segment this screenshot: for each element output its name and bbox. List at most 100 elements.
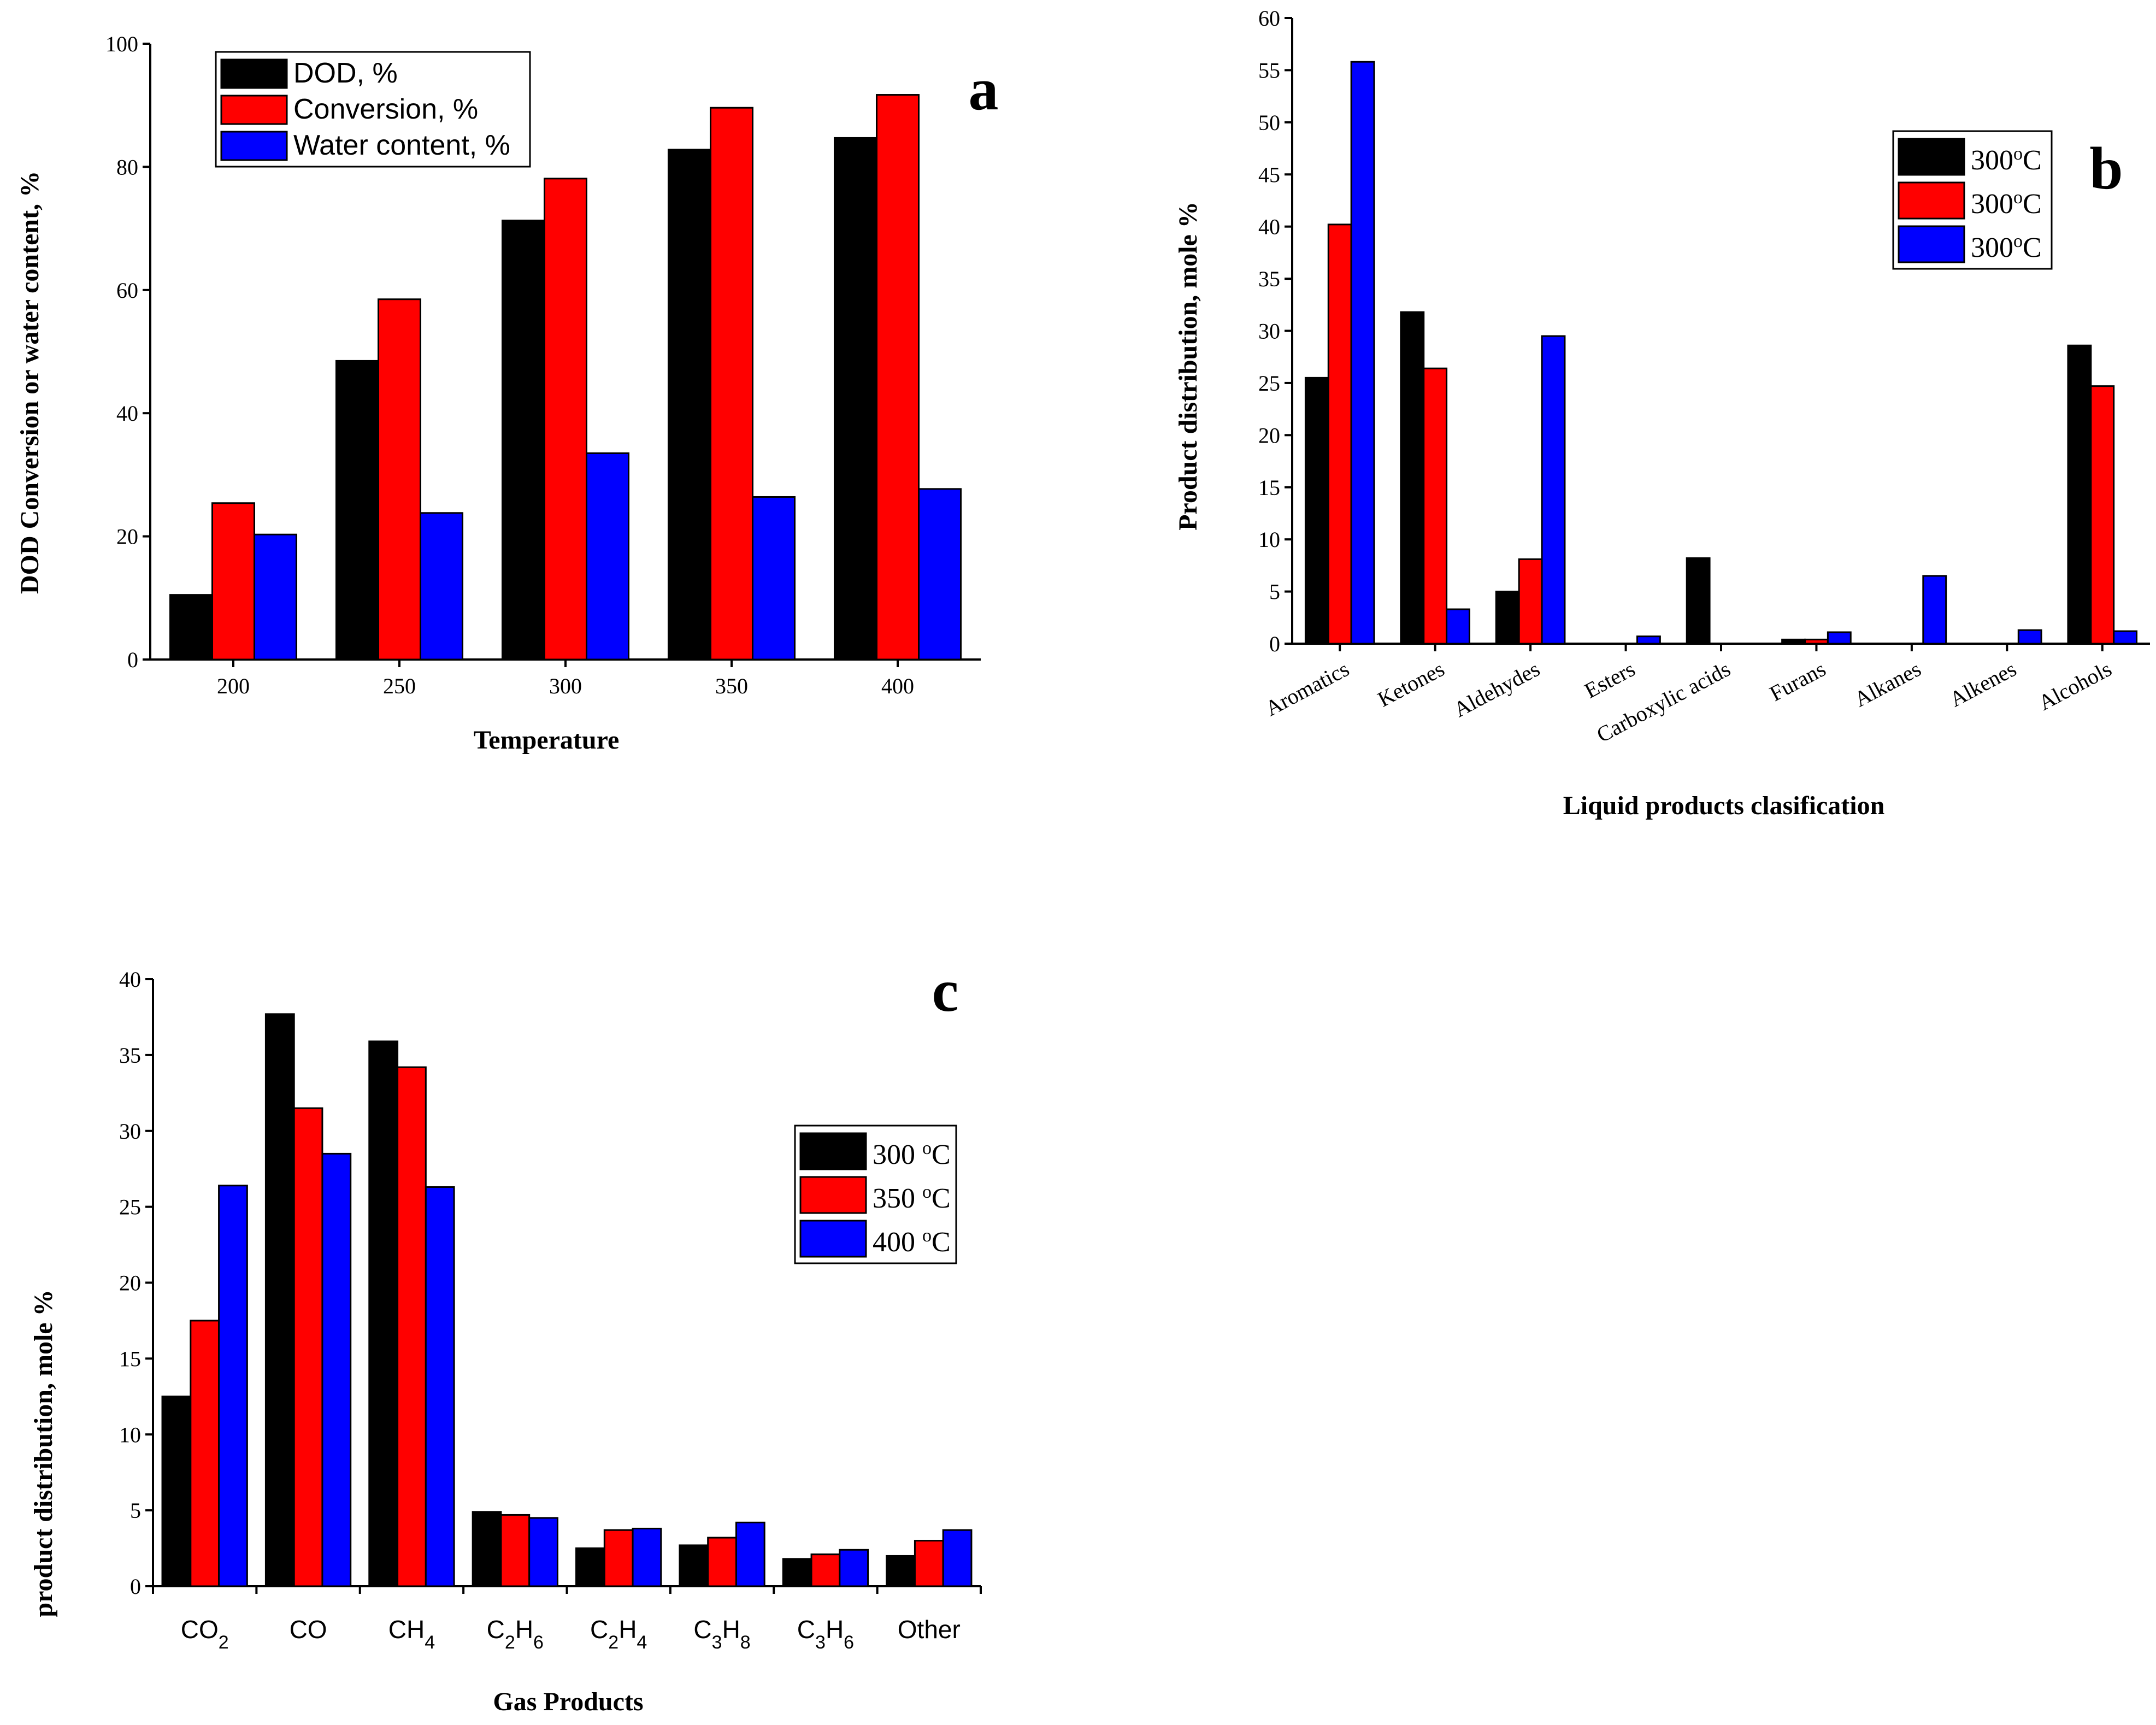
bar-ketones-1 xyxy=(1400,311,1425,645)
bar-ketones-3 xyxy=(1446,608,1470,645)
bar-400-3 xyxy=(918,488,962,661)
y-tick-label: 25 xyxy=(119,1195,141,1220)
chart-panel-a: a Temperature DOD Conversion or water co… xyxy=(0,0,1038,776)
bar-co2-3 xyxy=(218,1185,248,1587)
bar-300-3 xyxy=(586,452,630,661)
bar-350-2 xyxy=(709,107,754,661)
bar-aldehydes-1 xyxy=(1495,591,1520,645)
y-tick-label: 0 xyxy=(1269,632,1280,656)
bar-aromatics-2 xyxy=(1327,223,1352,645)
bar-furans-2 xyxy=(1804,638,1829,645)
x-axis-title-b: Liquid products clasification xyxy=(1563,791,1885,820)
chart-panel-c: c Gas Products product distribution, mol… xyxy=(0,929,1038,1725)
bar-c3h8-2 xyxy=(707,1536,737,1587)
chart-c-svg: c Gas Products product distribution, mol… xyxy=(29,957,982,1716)
bar-ch4-1 xyxy=(368,1040,399,1587)
x-tick-label-400: 400 xyxy=(881,674,914,698)
bar-alcohols-1 xyxy=(2067,344,2092,645)
y-tick-label: 60 xyxy=(116,278,138,303)
bar-c2h4-1 xyxy=(575,1547,605,1587)
bar-furans-1 xyxy=(1781,638,1806,645)
legend-label-3: 400 oC xyxy=(873,1226,951,1258)
panel-letter-a: a xyxy=(969,56,999,122)
y-tick-label: 15 xyxy=(1258,475,1280,500)
x-tick-label-350: 350 xyxy=(715,674,748,698)
y-axis-title-c: product distribution, mole % xyxy=(29,1290,58,1617)
bar-co-2 xyxy=(293,1107,323,1587)
bar-aldehydes-2 xyxy=(1518,558,1543,645)
y-tick-label: 20 xyxy=(116,525,138,549)
x-axis-title-a: Temperature xyxy=(474,726,620,755)
bar-c3h6-2 xyxy=(810,1553,841,1587)
bar-alkanes-3 xyxy=(1922,575,1947,645)
bar-350-3 xyxy=(752,496,796,661)
bar-co2-1 xyxy=(161,1396,192,1587)
bar-c3h8-1 xyxy=(679,1544,709,1587)
x-tick-label-ketones: Ketones xyxy=(1374,656,1448,711)
chart-b-svg: b Liquid products clasification Product … xyxy=(1174,6,2150,820)
y-tick-label: 55 xyxy=(1258,58,1280,83)
chart-a-svg: a Temperature DOD Conversion or water co… xyxy=(15,32,999,755)
bar-other-1 xyxy=(886,1555,916,1587)
x-tick-label-esters: Esters xyxy=(1580,656,1639,703)
bar-c2h6-3 xyxy=(528,1517,558,1587)
x-tick-label-aldehydes: Aldehydes xyxy=(1450,656,1544,722)
y-tick-label: 100 xyxy=(105,32,138,56)
bar-aldehydes-3 xyxy=(1541,335,1566,645)
x-tick-label-co2: CO2 xyxy=(181,1615,229,1653)
y-tick-label: 5 xyxy=(130,1498,141,1523)
legend-label-1: DOD, % xyxy=(293,57,398,89)
x-tick-label-co: CO xyxy=(290,1615,327,1644)
legend-swatch-1 xyxy=(220,58,288,89)
legend-swatch-2 xyxy=(1898,181,1965,220)
legend-label-1: 300 oC xyxy=(873,1138,951,1171)
bar-carboxylic-acids-1 xyxy=(1686,557,1711,645)
bar-c2h6-1 xyxy=(472,1511,502,1587)
y-tick-label: 50 xyxy=(1258,110,1280,135)
legend-label-3: 300oC xyxy=(1971,231,2042,264)
x-tick-label-c3h8: C3H8 xyxy=(693,1615,750,1653)
y-tick-label: 15 xyxy=(119,1346,141,1371)
legend-label-1: 300oC xyxy=(1971,144,2042,176)
legend-swatch-1 xyxy=(1898,138,1965,176)
bar-300-2 xyxy=(543,178,588,661)
bar-c2h4-2 xyxy=(603,1529,634,1587)
bar-esters-3 xyxy=(1636,635,1661,645)
y-tick-label: 40 xyxy=(1258,215,1280,239)
bar-200-3 xyxy=(254,533,298,661)
x-tick-label-300: 300 xyxy=(549,674,582,698)
y-tick-label: 20 xyxy=(1258,423,1280,448)
bar-200-2 xyxy=(211,502,256,661)
y-tick-label: 10 xyxy=(1258,527,1280,552)
y-tick-label: 45 xyxy=(1258,162,1280,187)
y-tick-label: 0 xyxy=(130,1574,141,1599)
x-tick-label-ch4: CH4 xyxy=(388,1615,435,1653)
y-tick-label: 30 xyxy=(119,1119,141,1144)
bar-alcohols-2 xyxy=(2090,385,2115,645)
legend-label-2: 300oC xyxy=(1971,187,2042,220)
bar-ch4-2 xyxy=(397,1066,427,1587)
y-axis-title-a: DOD Conversion or water content, % xyxy=(15,171,44,594)
y-tick-label: 0 xyxy=(127,647,138,672)
bar-c3h8-3 xyxy=(735,1521,765,1587)
bar-400-1 xyxy=(833,137,877,661)
bar-co-3 xyxy=(321,1152,352,1587)
x-tick-label-alcohols: Alcohols xyxy=(2034,656,2116,715)
legend-swatch-3 xyxy=(220,131,288,161)
x-tick-label-aromatics: Aromatics xyxy=(1261,656,1353,721)
legend-swatch-3 xyxy=(1898,225,1965,263)
y-axis-title-b: Product distribution, mole % xyxy=(1174,202,1203,531)
bar-ketones-2 xyxy=(1423,367,1448,645)
y-tick-label: 5 xyxy=(1269,580,1280,604)
bar-400-2 xyxy=(875,94,920,661)
bar-co2-2 xyxy=(190,1320,220,1587)
y-tick-label: 80 xyxy=(116,155,138,179)
y-tick-label: 40 xyxy=(116,401,138,426)
x-tick-label-c2h4: C2H4 xyxy=(590,1615,647,1653)
bar-other-2 xyxy=(914,1540,944,1587)
chart-panel-b: b Liquid products clasification Product … xyxy=(1136,0,2156,852)
bar-c3h6-1 xyxy=(782,1558,812,1587)
x-tick-label-furans: Furans xyxy=(1765,656,1829,706)
x-tick-label-200: 200 xyxy=(217,674,250,698)
legend-swatch-1 xyxy=(799,1132,867,1170)
